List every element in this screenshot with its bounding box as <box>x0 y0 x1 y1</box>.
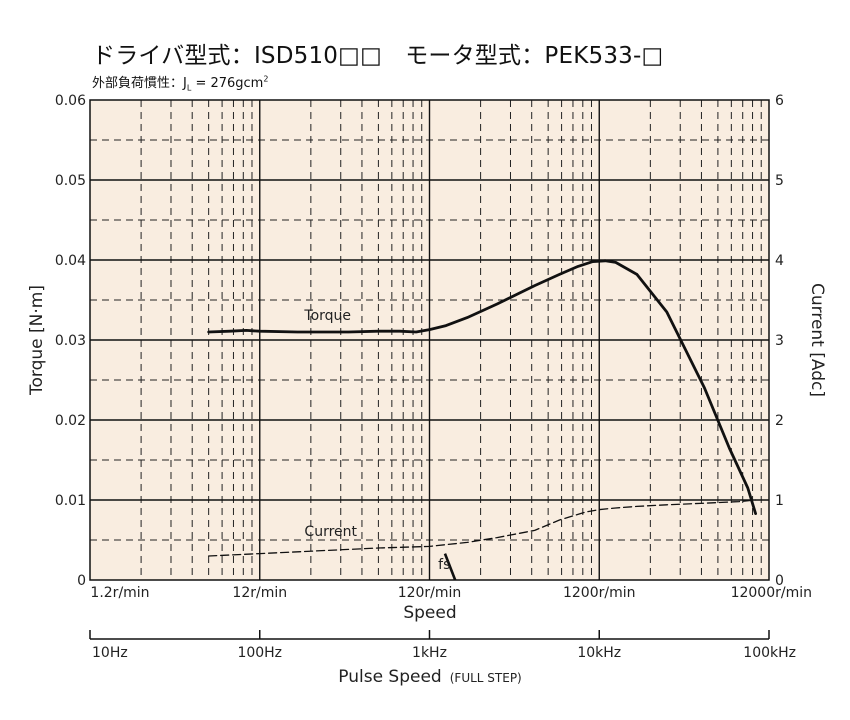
y2-tick-label: 2 <box>775 413 784 429</box>
fs-marker-line <box>443 553 457 581</box>
annotation-label: Torque <box>303 308 351 324</box>
y-tick-label: 0.06 <box>55 93 86 109</box>
major-grid <box>90 100 769 580</box>
y2-tick-label: 0 <box>775 573 784 589</box>
x-tick-label: 12000r/min <box>731 585 812 601</box>
annotation-label: Current <box>304 524 357 540</box>
y2-tick-label: 4 <box>775 253 784 269</box>
inertia-prefix: 外部負荷慣性：J <box>92 76 187 91</box>
pulse-tick-label: 100Hz <box>237 645 282 661</box>
inertia-subscript: L <box>186 83 192 93</box>
pulse-tick-label: 10Hz <box>92 645 128 661</box>
y2-axis-title: Current [Adc] <box>807 283 827 397</box>
y2-tick-label: 3 <box>775 333 784 349</box>
series-torque-line <box>207 259 757 515</box>
x-tick-label: 120r/min <box>398 585 462 601</box>
y-tick-label: 0 <box>77 573 86 589</box>
pulse-tick-label: 1kHz <box>412 645 447 661</box>
pulse-speed-main: Pulse Speed <box>338 667 441 687</box>
y2-tick-label: 6 <box>775 93 784 109</box>
x-tick-label: 1.2r/min <box>90 585 149 601</box>
annotation-label: fs <box>438 557 450 573</box>
pulse-speed-note: (FULL STEP) <box>450 671 522 685</box>
y-tick-label: 0.01 <box>55 493 86 509</box>
y-tick-label: 0.05 <box>55 173 86 189</box>
y2-tick-label: 1 <box>775 493 784 509</box>
y-tick-label: 0.03 <box>55 333 86 349</box>
inertia-unit-exponent: 2 <box>263 74 269 84</box>
y-tick-label: 0.04 <box>55 253 86 269</box>
x-tick-label: 1200r/min <box>563 585 636 601</box>
y-axis-title: Torque [N·m] <box>27 285 47 396</box>
x-tick-label: 12r/min <box>232 585 287 601</box>
load-inertia-note: 外部負荷慣性：JL = 276gcm2 <box>92 72 268 93</box>
left-y-axis: 0 0.01 0.02 0.03 0.04 0.05 0.06 <box>55 93 86 589</box>
pulse-speed-axis: 10Hz 100Hz 1kHz 10kHz 100kHz <box>89 630 796 661</box>
right-y-axis: 0 1 2 3 4 5 6 <box>775 93 784 589</box>
pulse-speed-title: Pulse Speed (FULL STEP) <box>338 667 521 687</box>
pulse-tick-label: 100kHz <box>743 645 796 661</box>
chart-title: ドライバ型式：ISD510□□ モータ型式：PEK533-□ <box>92 43 664 69</box>
series-layer <box>207 259 757 581</box>
x-axis-title: Speed <box>403 603 456 623</box>
y2-tick-label: 5 <box>775 173 784 189</box>
pulse-tick-label: 10kHz <box>577 645 621 661</box>
plot-frame <box>89 99 770 581</box>
y-tick-label: 0.02 <box>55 413 86 429</box>
x-axis: 1.2r/min 12r/min 120r/min 1200r/min 12000r/m… <box>90 585 812 601</box>
inertia-value: = 276gcm <box>191 76 264 91</box>
annotations: Torque Current fs <box>303 308 450 573</box>
series-current-line <box>208 499 757 557</box>
